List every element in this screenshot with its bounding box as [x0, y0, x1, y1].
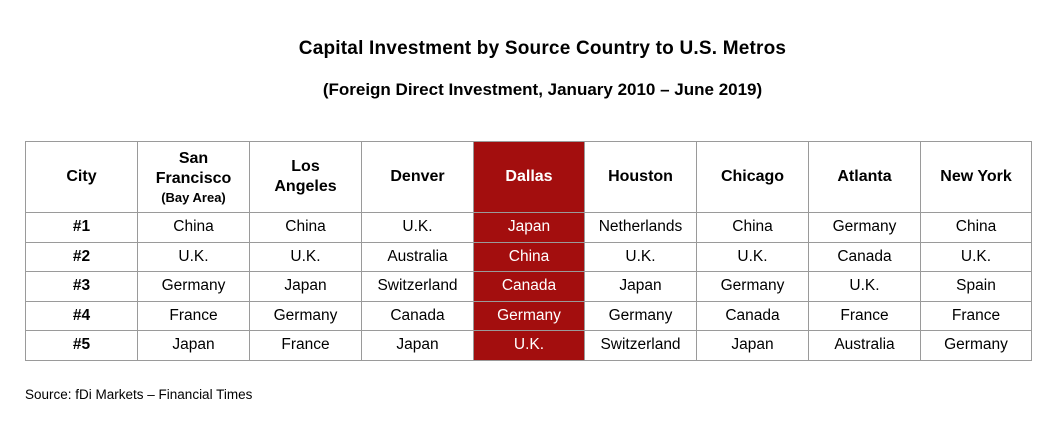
table-cell: Japan	[137, 330, 250, 361]
column-header-sublabel: (Bay Area)	[161, 189, 226, 205]
rank-cell: #2	[25, 241, 138, 272]
table-cell: Japan	[584, 271, 697, 302]
table-cell: Japan	[361, 330, 474, 361]
table-cell: U.K.	[808, 271, 921, 302]
rank-cell: #3	[25, 271, 138, 302]
rank-cell: #5	[25, 330, 138, 361]
table-cell: U.K.	[584, 241, 697, 272]
table-cell-highlighted: Canada	[473, 271, 585, 302]
table-cell: Japan	[696, 330, 809, 361]
column-header-denver: Denver	[361, 141, 474, 213]
column-header-san-francisco: San Francisco (Bay Area)	[137, 141, 250, 213]
table-cell: China	[137, 212, 250, 243]
table-cell: France	[808, 300, 921, 331]
table-cell: Australia	[361, 241, 474, 272]
source-note: Source: fDi Markets – Financial Times	[25, 387, 253, 402]
table-cell: Canada	[696, 300, 809, 331]
table-cell: U.K.	[361, 212, 474, 243]
table-row: #3 Germany Japan Switzerland Canada Japa…	[25, 271, 1032, 302]
table-cell: Australia	[808, 330, 921, 361]
table-cell: Germany	[137, 271, 250, 302]
table-cell: Switzerland	[361, 271, 474, 302]
table-row: #2 U.K. U.K. Australia China U.K. U.K. C…	[25, 241, 1032, 272]
table-cell-highlighted: Japan	[473, 212, 585, 243]
table-cell: Switzerland	[584, 330, 697, 361]
table-cell: Spain	[920, 271, 1032, 302]
table-cell: Japan	[249, 271, 362, 302]
table-cell: China	[249, 212, 362, 243]
city-header: City	[25, 141, 138, 213]
column-header-dallas: Dallas	[473, 141, 585, 213]
table-cell: France	[249, 330, 362, 361]
column-header-los-angeles: Los Angeles	[249, 141, 362, 213]
page-title: Capital Investment by Source Country to …	[298, 38, 787, 59]
table-cell: U.K.	[249, 241, 362, 272]
table-cell-highlighted: China	[473, 241, 585, 272]
table-header-row: City San Francisco (Bay Area) Los Angele…	[25, 141, 1032, 213]
column-header-new-york: New York	[920, 141, 1032, 213]
page-subtitle: (Foreign Direct Investment, January 2010…	[322, 80, 763, 99]
table-cell: Canada	[808, 241, 921, 272]
rank-cell: #1	[25, 212, 138, 243]
column-header-atlanta: Atlanta	[808, 141, 921, 213]
table-cell-highlighted: U.K.	[473, 330, 585, 361]
table-row: #5 Japan France Japan U.K. Switzerland J…	[25, 330, 1032, 361]
column-header-chicago: Chicago	[696, 141, 809, 213]
table-cell: Germany	[584, 300, 697, 331]
table-cell: France	[137, 300, 250, 331]
table-cell: Canada	[361, 300, 474, 331]
table-row: #1 China China U.K. Japan Netherlands Ch…	[25, 212, 1032, 243]
table-cell: Germany	[696, 271, 809, 302]
table-cell-highlighted: Germany	[473, 300, 585, 331]
table-cell: Netherlands	[584, 212, 697, 243]
table-cell: France	[920, 300, 1032, 331]
table-cell: Germany	[808, 212, 921, 243]
table-cell: China	[920, 212, 1032, 243]
table-cell: U.K.	[920, 241, 1032, 272]
table-row: #4 France Germany Canada Germany Germany…	[25, 300, 1032, 331]
investment-table: City San Francisco (Bay Area) Los Angele…	[25, 141, 1032, 361]
rank-cell: #4	[25, 300, 138, 331]
column-header-label: San Francisco	[155, 149, 232, 187]
table-cell: Germany	[249, 300, 362, 331]
table-cell: Germany	[920, 330, 1032, 361]
table-cell: China	[696, 212, 809, 243]
column-header-houston: Houston	[584, 141, 697, 213]
table-cell: U.K.	[137, 241, 250, 272]
table-cell: U.K.	[696, 241, 809, 272]
